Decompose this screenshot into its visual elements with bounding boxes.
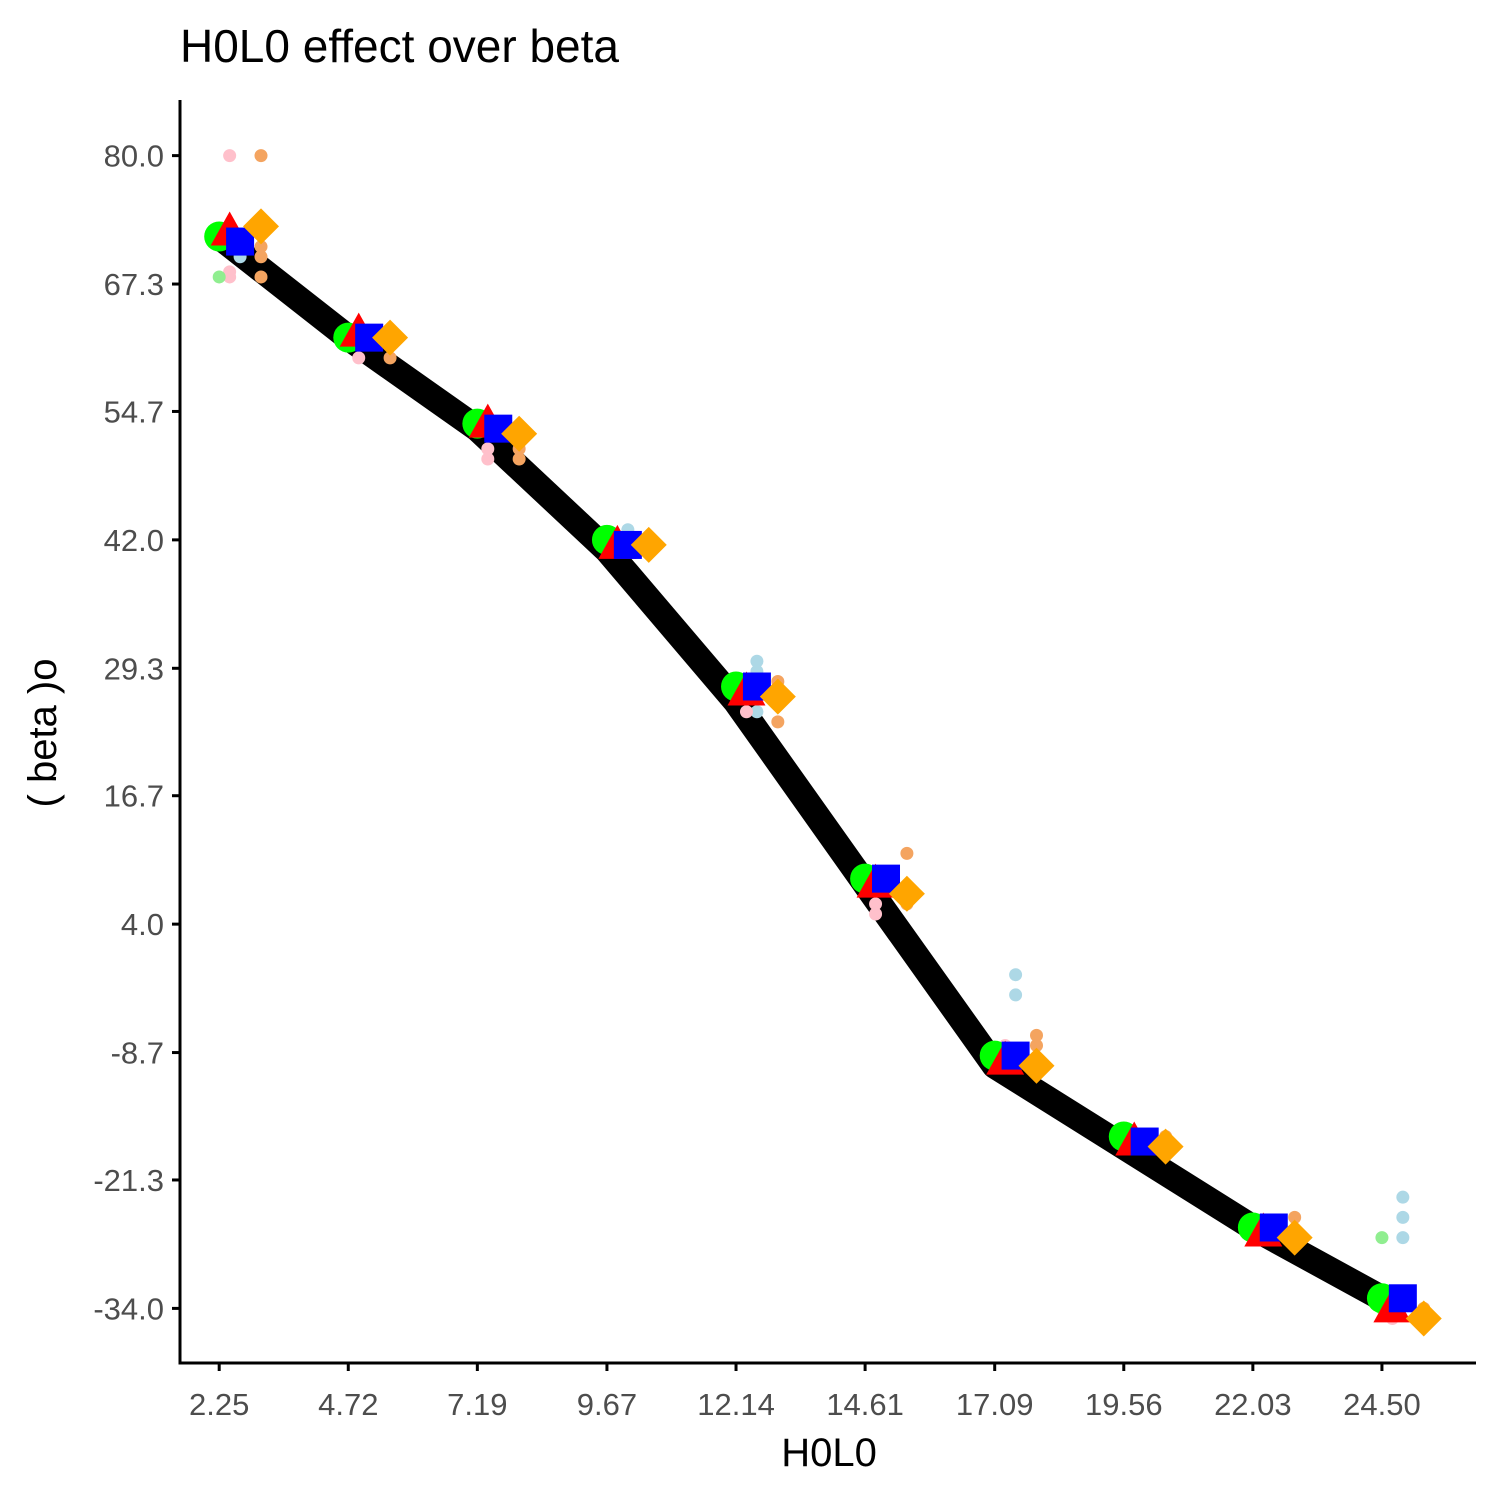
diamond-marker <box>759 678 796 715</box>
y-tick-label: 29.3 <box>104 651 164 686</box>
small-point <box>254 270 268 284</box>
small-point <box>352 351 366 365</box>
small-point <box>771 715 785 729</box>
x-tick-label: 4.72 <box>318 1387 378 1422</box>
small-point <box>223 270 237 284</box>
y-tick-label: -8.7 <box>111 1036 164 1071</box>
plot-marks <box>204 149 1442 1337</box>
square-marker <box>1388 1284 1417 1313</box>
small-point <box>512 452 526 466</box>
small-point <box>1030 1038 1044 1052</box>
y-axis-title: ( beta )o <box>21 659 65 808</box>
y-tick-label: 42.0 <box>104 523 164 558</box>
x-tick-label: 24.50 <box>1343 1387 1421 1422</box>
x-tick-label: 17.09 <box>956 1387 1034 1422</box>
small-point <box>750 705 764 719</box>
small-point <box>383 351 397 365</box>
small-point <box>869 907 883 921</box>
diamond-marker <box>1276 1219 1313 1256</box>
y-tick-label: 4.0 <box>121 907 164 942</box>
diamond-marker <box>372 319 409 356</box>
small-point <box>481 452 495 466</box>
small-point <box>1030 1028 1044 1042</box>
small-point <box>739 705 753 719</box>
x-tick-label: 12.14 <box>697 1387 775 1422</box>
small-point <box>869 897 883 911</box>
x-tick-label: 9.67 <box>577 1387 637 1422</box>
small-point <box>1396 1210 1410 1224</box>
small-point <box>1009 968 1023 982</box>
y-tick-label: 16.7 <box>104 779 164 814</box>
x-tick-label: 2.25 <box>189 1387 249 1422</box>
small-point <box>1396 1190 1410 1204</box>
x-tick-label: 19.56 <box>1085 1387 1163 1422</box>
x-axis-ticks: 2.25 4.72 7.19 9.67 12.14 14.61 17.09 19.56 22.0… <box>189 1363 1421 1422</box>
x-tick-label: 7.19 <box>447 1387 507 1422</box>
trend-line <box>211 226 1389 1310</box>
small-point <box>254 149 268 163</box>
y-tick-label: -21.3 <box>93 1163 164 1198</box>
small-point <box>223 149 237 163</box>
small-point <box>1288 1210 1302 1224</box>
small-point <box>481 442 495 456</box>
y-tick-label: 54.7 <box>104 394 164 429</box>
chart-title: H0L0 effect over beta <box>180 20 619 72</box>
x-tick-label: 22.03 <box>1214 1387 1292 1422</box>
diamond-marker <box>1018 1047 1055 1084</box>
diamond-marker <box>888 875 925 912</box>
small-point <box>750 654 764 668</box>
small-point <box>1375 1231 1389 1245</box>
small-point <box>254 250 268 264</box>
diamond-marker <box>1405 1300 1442 1337</box>
x-tick-label: 14.61 <box>826 1387 904 1422</box>
y-tick-label: -34.0 <box>93 1291 164 1326</box>
small-point <box>212 270 226 284</box>
small-point <box>1009 988 1023 1002</box>
small-point <box>1396 1231 1410 1245</box>
x-axis-title: H0L0 <box>781 1431 877 1475</box>
y-tick-label: 67.3 <box>104 267 164 302</box>
small-point <box>254 240 268 254</box>
diamond-marker <box>501 415 538 452</box>
small-point <box>900 846 914 860</box>
diamond-marker <box>630 526 667 563</box>
y-axis-ticks: 80.0 67.3 54.7 42.0 29.3 16.7 4.0 -8.7 -21.3 -34.… <box>93 139 180 1326</box>
diamond-marker <box>243 208 279 245</box>
y-tick-label: 80.0 <box>104 139 164 174</box>
diamond-marker <box>1147 1128 1184 1165</box>
